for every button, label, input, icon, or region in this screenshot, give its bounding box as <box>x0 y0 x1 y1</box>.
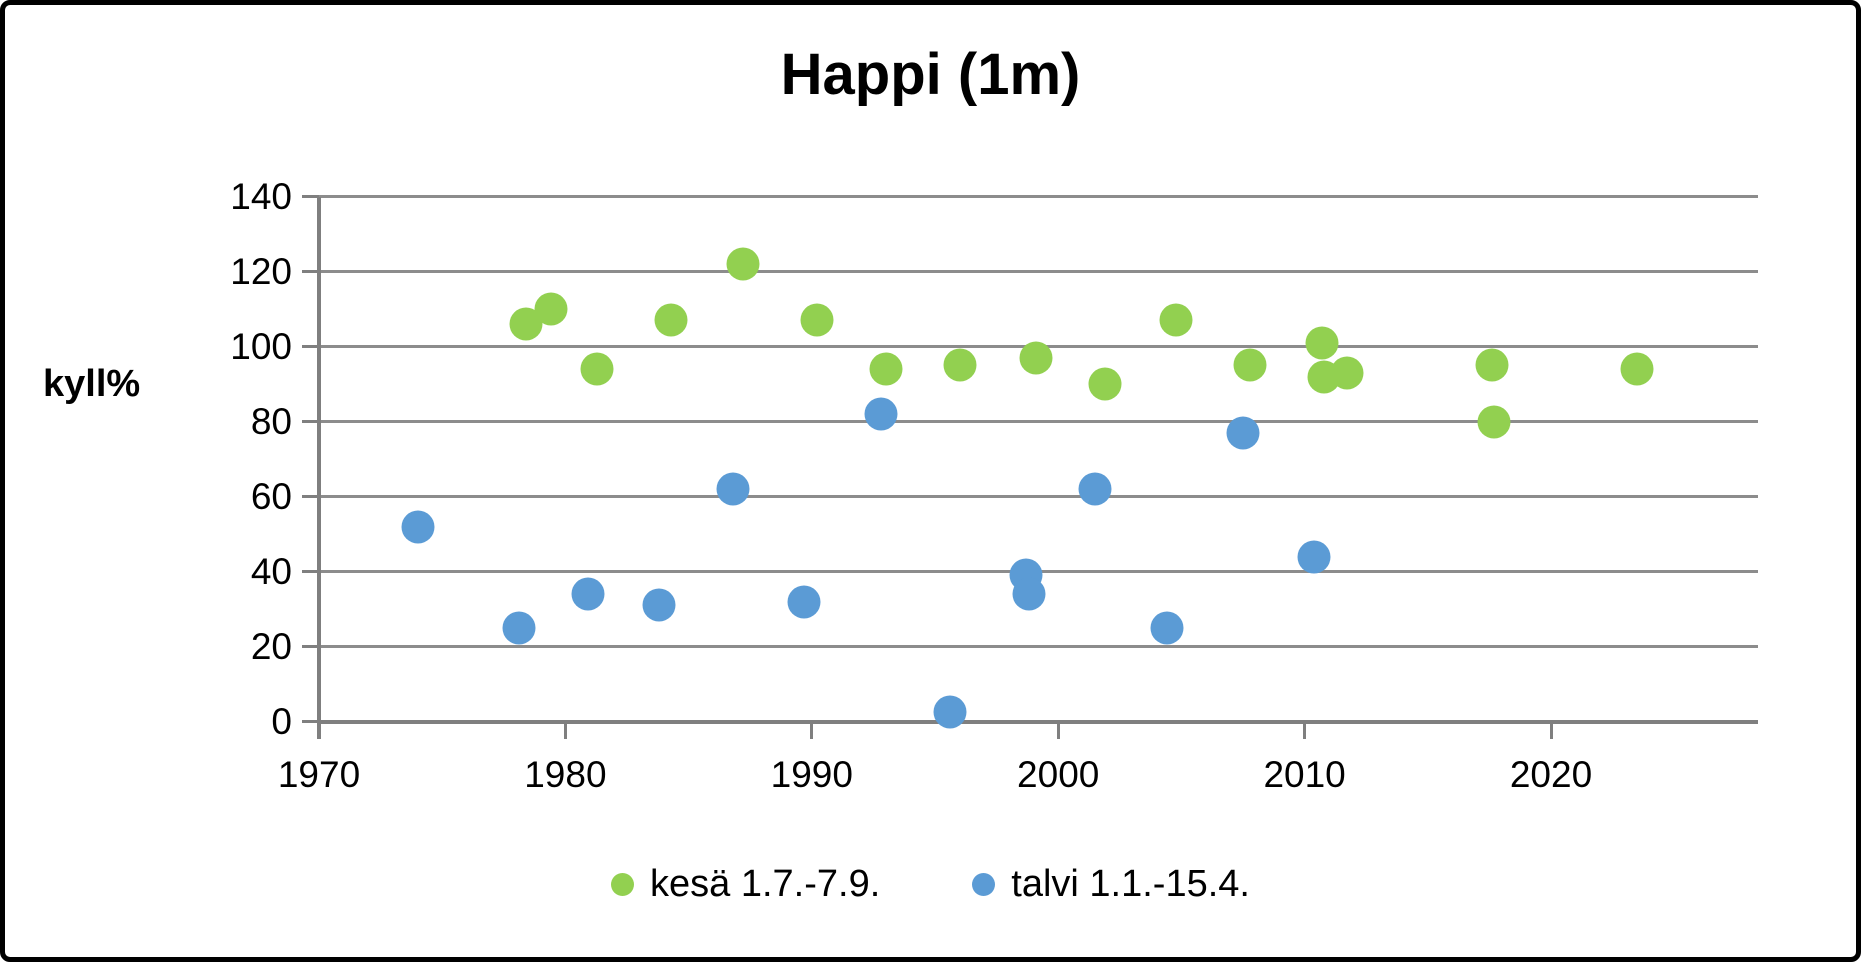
data-point-talvi <box>716 472 750 506</box>
data-point-talvi <box>571 577 605 611</box>
y-tick-20 <box>302 645 319 648</box>
gridline-y-120 <box>319 270 1758 273</box>
data-point-kesa <box>1159 303 1193 337</box>
legend-item-summer: kesä 1.7.-7.9. <box>611 863 880 906</box>
data-point-talvi <box>1078 472 1112 506</box>
data-point-talvi <box>1012 577 1046 611</box>
data-point-kesa <box>580 352 614 386</box>
data-point-kesa <box>869 352 903 386</box>
y-tick-60 <box>302 495 319 498</box>
data-point-kesa <box>1620 352 1654 386</box>
data-point-kesa <box>1305 326 1339 360</box>
y-tick-label-40: 40 <box>250 550 292 592</box>
x-tick-1980 <box>563 721 567 739</box>
y-tick-label-120: 120 <box>230 250 292 292</box>
data-point-talvi <box>1297 540 1331 573</box>
x-axis-line <box>319 719 1758 724</box>
y-tick-label-140: 140 <box>230 175 292 217</box>
x-tick-2020 <box>1549 721 1553 739</box>
y-tick-140 <box>302 195 319 198</box>
data-point-talvi <box>933 695 967 729</box>
data-point-kesa <box>1477 405 1511 438</box>
x-tick-1970 <box>317 721 321 739</box>
data-point-talvi <box>864 397 898 431</box>
data-point-talvi <box>401 510 435 543</box>
data-point-kesa <box>1233 348 1267 382</box>
y-tick-label-80: 80 <box>250 400 292 442</box>
data-point-talvi <box>787 585 821 618</box>
y-tick-40 <box>302 570 319 573</box>
data-point-kesa <box>654 303 688 337</box>
data-point-talvi <box>1226 416 1260 450</box>
gridline-y-140 <box>319 195 1758 198</box>
chart-title: Happi (1m) <box>780 42 1081 107</box>
x-tick-label-1970: 1970 <box>277 753 361 795</box>
data-point-kesa <box>943 348 977 382</box>
x-tick-label-2000: 2000 <box>1017 753 1100 795</box>
y-axis-line <box>317 196 321 739</box>
y-tick-0 <box>302 720 319 723</box>
data-point-kesa <box>534 292 568 326</box>
summer-series-dot-icon <box>611 873 635 896</box>
legend-label-summer: kesä 1.7.-7.9. <box>650 863 881 905</box>
y-axis-title: kyll% <box>43 363 141 405</box>
y-tick-label-0: 0 <box>271 700 292 742</box>
legend-label-winter: talvi 1.1.-15.4. <box>1011 863 1250 905</box>
data-point-talvi <box>502 611 536 645</box>
legend: kesä 1.7.-7.9. talvi 1.1.-15.4. <box>5 863 1856 906</box>
y-tick-80 <box>302 420 319 423</box>
x-tick-label-2020: 2020 <box>1509 753 1593 795</box>
data-point-kesa <box>800 303 834 337</box>
data-point-kesa <box>726 247 760 281</box>
x-tick-1990 <box>810 721 814 739</box>
data-point-kesa <box>1019 341 1053 375</box>
data-point-kesa <box>1330 356 1363 390</box>
y-tick-120 <box>302 270 319 273</box>
data-point-kesa <box>1088 367 1122 401</box>
y-tick-label-100: 100 <box>230 325 292 367</box>
gridline-y-20 <box>319 645 1758 648</box>
y-tick-label-60: 60 <box>250 475 292 517</box>
legend-item-winter: talvi 1.1.-15.4. <box>972 863 1250 906</box>
gridline-y-80 <box>319 420 1758 423</box>
x-tick-2010 <box>1303 721 1307 739</box>
data-point-kesa <box>1475 348 1509 382</box>
winter-series-dot-icon <box>972 873 996 896</box>
x-tick-label-2010: 2010 <box>1263 753 1346 795</box>
gridline-y-60 <box>319 495 1758 498</box>
x-tick-label-1990: 1990 <box>770 753 853 795</box>
data-point-talvi <box>1150 611 1184 645</box>
data-point-talvi <box>642 588 676 622</box>
y-tick-label-20: 20 <box>250 625 292 667</box>
y-tick-100 <box>302 345 319 348</box>
x-tick-2000 <box>1056 721 1060 739</box>
x-tick-label-1980: 1980 <box>524 753 607 795</box>
